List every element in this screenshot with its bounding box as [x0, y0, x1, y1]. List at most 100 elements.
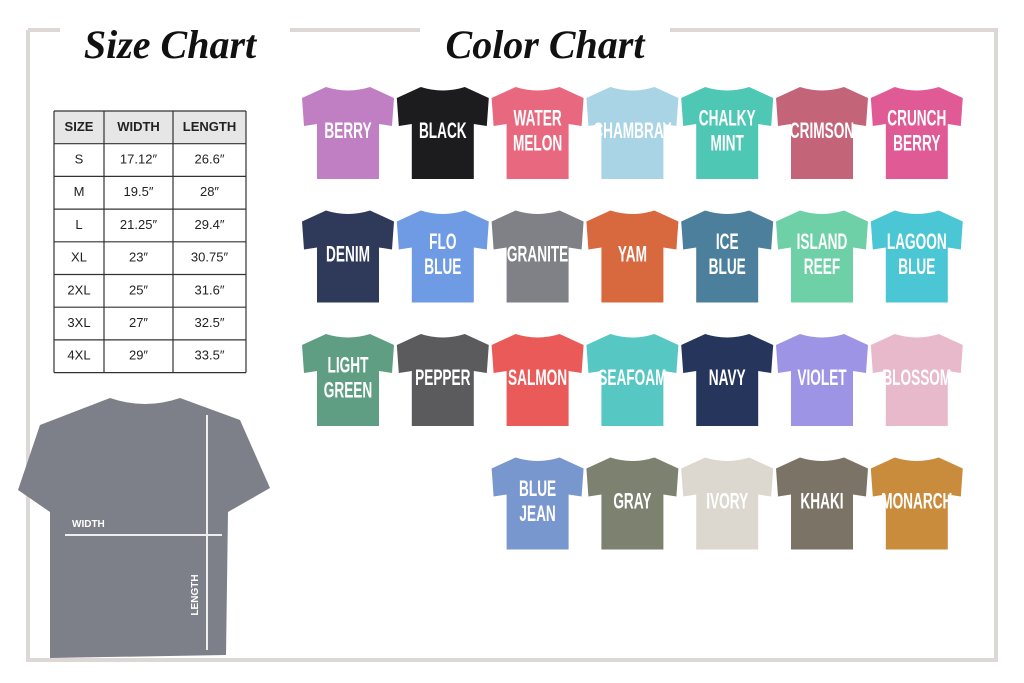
table-header: LENGTH — [183, 119, 236, 134]
swatch-shirt — [491, 87, 584, 179]
swatch-label: CHALKY — [699, 105, 756, 130]
swatch-shirt — [776, 334, 868, 426]
table-cell: L — [75, 217, 82, 232]
swatch-label: BLUE — [709, 253, 746, 278]
swatch-shirt — [586, 210, 679, 303]
table-cell: 29″ — [129, 348, 148, 363]
swatch-label: LAGOON — [887, 228, 947, 253]
swatch-label: CHAMBRAY — [593, 117, 671, 142]
swatch-shirt — [870, 334, 963, 426]
table-cell: 28″ — [200, 184, 219, 199]
table-cell: 29.4″ — [195, 217, 225, 232]
table-cell: XL — [71, 250, 87, 265]
swatch-label: ISLAND — [797, 228, 848, 253]
swatch-shirt — [396, 210, 489, 303]
table-cell: 26.6″ — [195, 151, 225, 166]
swatch-label: BLOSSOM — [882, 364, 951, 389]
swatch-label: MELON — [513, 130, 562, 155]
size-diagram: WIDTH LENGTH — [18, 398, 270, 658]
swatch-label: MINT — [711, 130, 744, 155]
swatch: CHAMBRAY — [586, 87, 679, 179]
table-cell: 27″ — [129, 315, 148, 330]
frame — [26, 28, 998, 662]
table-cell: S — [75, 151, 84, 166]
color-chart-title: Color Chart — [446, 22, 647, 67]
swatch: GRANITE — [491, 210, 584, 303]
swatch: SALMON — [491, 334, 584, 426]
swatch-label: GRANITE — [507, 241, 568, 266]
swatch-shirt — [870, 87, 963, 179]
table-cell: 33.5″ — [195, 348, 225, 363]
table-cell: 32.5″ — [195, 315, 225, 330]
swatch: DENIM — [302, 210, 394, 303]
table-cell: 17.12″ — [120, 151, 158, 166]
table-cell: 21.25″ — [120, 217, 158, 232]
table-cell: 2XL — [67, 282, 90, 297]
title-bg — [60, 10, 290, 55]
swatch-shirt — [302, 210, 394, 303]
swatch-shirt — [870, 457, 963, 550]
swatch-label: ICE — [716, 228, 739, 253]
swatch-shirt — [586, 334, 679, 426]
table-cell: 3XL — [67, 315, 90, 330]
swatch-shirt — [681, 87, 774, 179]
width-label: WIDTH — [72, 519, 105, 530]
swatch-label: GRAY — [613, 488, 651, 513]
swatch-shirt — [681, 457, 774, 550]
swatch-shirt — [302, 334, 394, 426]
swatch-label: BLUE — [898, 253, 935, 278]
swatch: VIOLET — [776, 334, 868, 426]
swatch-label: JEAN — [519, 500, 555, 525]
swatch-shirt — [491, 334, 584, 426]
swatch-shirt — [870, 210, 963, 303]
swatch: KHAKI — [776, 457, 868, 550]
swatch-label: YAM — [618, 241, 647, 266]
swatch-label: KHAKI — [800, 488, 843, 513]
swatch-label: BLUE — [424, 253, 461, 278]
swatch-label: WATER — [513, 105, 561, 130]
swatch-label: NAVY — [709, 364, 746, 389]
swatch-label: BLACK — [419, 117, 467, 142]
swatch-label: SALMON — [508, 364, 567, 389]
table-cell: 30.75″ — [191, 250, 229, 265]
swatch-label: IVORY — [706, 488, 748, 513]
swatch-label: PEPPER — [415, 364, 470, 389]
swatch-shirt — [776, 457, 868, 550]
swatch-shirt — [396, 334, 489, 426]
size-chart-title: Size Chart — [84, 22, 258, 67]
swatch-label: BERRY — [324, 117, 371, 142]
swatch-shirt — [681, 210, 774, 303]
table-header-bg — [54, 111, 246, 144]
swatch: BERRY — [302, 87, 394, 179]
size-table: SIZE WIDTH LENGTH S 17.12″ 26.6″ M 19.5″ 28″ L 21.… — [53, 110, 247, 374]
swatch-label: BLUE — [519, 475, 556, 500]
swatch-shirt — [776, 210, 868, 303]
swatch: PEPPER — [396, 334, 489, 426]
swatch: IVORY — [681, 457, 774, 550]
swatch-shirt — [491, 210, 584, 303]
table-cell: 23″ — [129, 250, 148, 265]
swatch-shirt — [586, 457, 679, 550]
swatch: BLOSSOM — [870, 334, 963, 426]
swatch-label: GREEN — [324, 377, 372, 402]
swatch-label: MONARCH — [881, 488, 952, 513]
diagram-shirt — [18, 398, 270, 658]
swatch-shirt — [396, 87, 489, 179]
swatch: SEAFOAM — [586, 334, 679, 426]
swatch-label: BERRY — [893, 130, 940, 155]
swatch-label: CRUNCH — [887, 105, 946, 130]
swatch-label: LIGHT — [328, 352, 369, 377]
table-cell: M — [74, 184, 85, 199]
swatch: GRAY — [586, 457, 679, 550]
table-header: SIZE — [65, 119, 94, 134]
table-header: WIDTH — [117, 119, 160, 134]
swatch: NAVY — [681, 334, 774, 426]
